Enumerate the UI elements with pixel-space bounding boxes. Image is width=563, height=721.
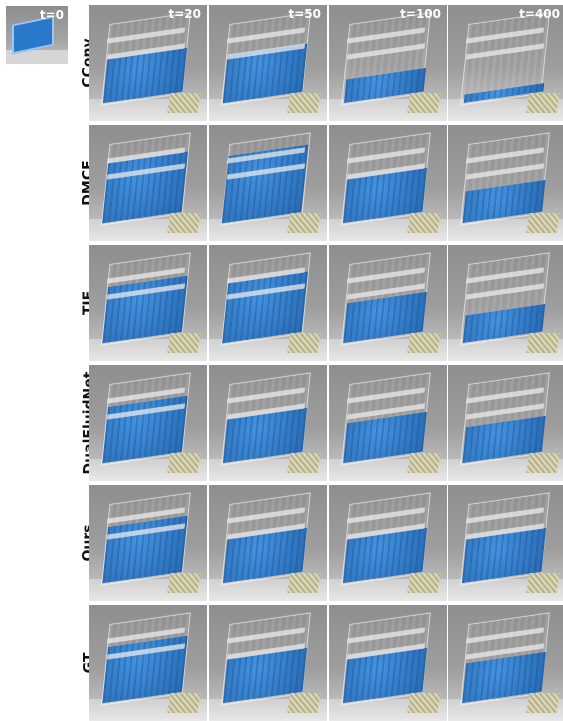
obstacle-mesh — [167, 93, 201, 113]
simulation-frame — [209, 605, 327, 721]
simulation-frame — [89, 125, 207, 241]
simulation-frame — [89, 485, 207, 601]
obstacle-mesh — [526, 693, 560, 713]
obstacle-mesh — [287, 93, 321, 113]
time-label: t=400 — [519, 7, 560, 21]
obstacle-mesh — [287, 573, 321, 593]
obstacle-mesh — [287, 693, 321, 713]
obstacle-mesh — [526, 213, 560, 233]
simulation-frame — [89, 365, 207, 481]
simulation-frame — [89, 245, 207, 361]
obstacle-mesh — [167, 693, 201, 713]
simulation-frame — [329, 365, 447, 481]
obstacle-mesh — [287, 213, 321, 233]
time-label-initial: t=0 — [39, 8, 64, 22]
simulation-frame — [448, 245, 563, 361]
obstacle-mesh — [407, 573, 441, 593]
simulation-frame — [209, 485, 327, 601]
time-label: t=50 — [288, 7, 322, 21]
obstacle-mesh — [526, 573, 560, 593]
simulation-frame — [209, 245, 327, 361]
obstacle-mesh — [167, 333, 201, 353]
obstacle-mesh — [407, 333, 441, 353]
obstacle-mesh — [167, 213, 201, 233]
simulation-frame — [448, 485, 563, 601]
time-label: t=100 — [400, 7, 441, 21]
simulation-frame — [209, 125, 327, 241]
obstacle-mesh — [287, 333, 321, 353]
obstacle-mesh — [287, 453, 321, 473]
simulation-frame — [209, 365, 327, 481]
obstacle-mesh — [407, 453, 441, 473]
simulation-frame — [89, 605, 207, 721]
obstacle-mesh — [407, 213, 441, 233]
simulation-frame: t=50 — [209, 5, 327, 121]
time-label: t=20 — [168, 7, 202, 21]
floor — [6, 50, 68, 64]
simulation-frame — [329, 605, 447, 721]
simulation-frame: t=100 — [329, 5, 447, 121]
simulation-frame: t=20 — [89, 5, 207, 121]
initial-state-thumbnail: t=0 — [6, 6, 68, 64]
simulation-frame — [329, 125, 447, 241]
simulation-frame — [329, 485, 447, 601]
obstacle-mesh — [526, 453, 560, 473]
simulation-frame: t=400 — [448, 5, 563, 121]
simulation-frame — [448, 125, 563, 241]
obstacle-mesh — [407, 693, 441, 713]
simulation-frame — [448, 605, 563, 721]
obstacle-mesh — [526, 93, 560, 113]
simulation-frame — [448, 365, 563, 481]
obstacle-mesh — [407, 93, 441, 113]
obstacle-mesh — [526, 333, 560, 353]
obstacle-mesh — [167, 453, 201, 473]
obstacle-mesh — [167, 573, 201, 593]
simulation-frame — [329, 245, 447, 361]
